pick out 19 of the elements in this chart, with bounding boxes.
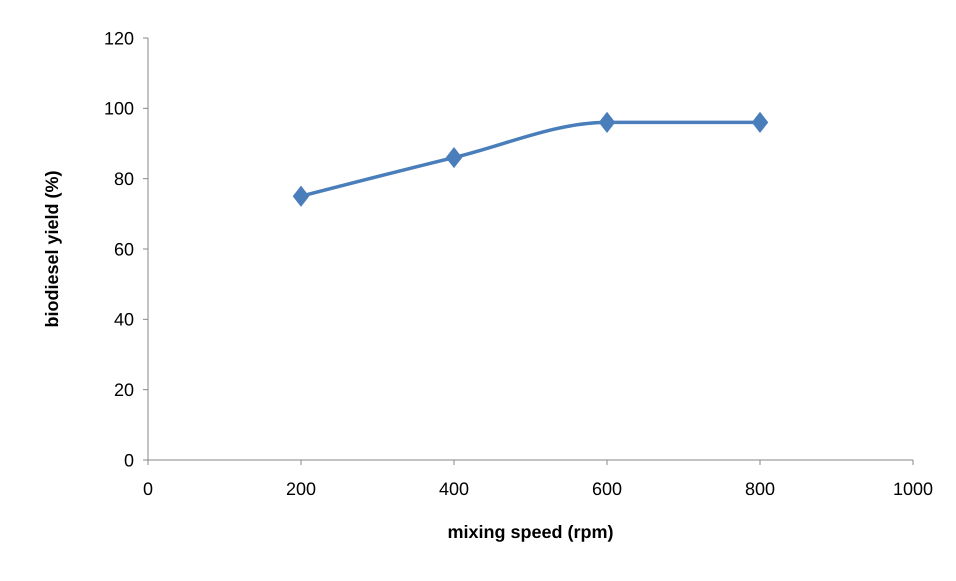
y-axis-title: biodiesel yield (%)	[42, 170, 62, 328]
point	[446, 146, 462, 168]
y-tick-label: 40	[114, 310, 134, 330]
x-tick-label: 600	[592, 479, 622, 499]
y-tick-label: 60	[114, 239, 134, 260]
x-axis-title: mixing speed (rpm)	[447, 522, 614, 542]
x-tick-label: 0	[142, 479, 154, 499]
x-tick-label: 800	[744, 479, 776, 499]
point	[292, 186, 310, 207]
point	[598, 112, 616, 134]
y-tick-label: 80	[114, 168, 134, 189]
x-tick-label: 200	[286, 479, 316, 499]
point	[752, 112, 768, 134]
y-tick-label: 120	[104, 28, 134, 48]
y-tick-label: 100	[104, 98, 134, 119]
y-tick-label: 20	[114, 380, 134, 400]
x-tick-label: 400	[438, 479, 470, 499]
y-tick-label: 0	[124, 450, 134, 470]
x-tick-label: 1000	[892, 479, 934, 499]
